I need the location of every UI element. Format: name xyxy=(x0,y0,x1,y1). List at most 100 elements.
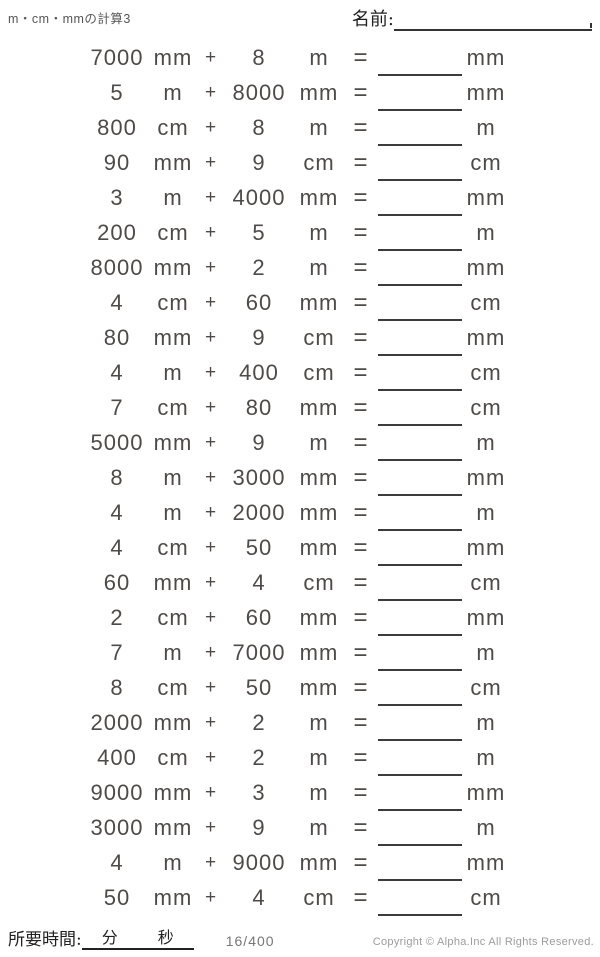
equals-sign: = xyxy=(353,253,369,281)
answer-blank[interactable] xyxy=(378,682,462,706)
first-value: 2000 xyxy=(90,709,144,735)
answer-blank[interactable] xyxy=(378,157,462,181)
second-unit: cm xyxy=(303,569,335,595)
time-input-line[interactable]: 分 秒 xyxy=(81,928,194,950)
first-value: 50 xyxy=(103,884,131,910)
first-unit: m xyxy=(163,184,183,210)
answer-unit: mm xyxy=(466,464,506,490)
equals-sign: = xyxy=(353,428,369,456)
answer-blank[interactable] xyxy=(378,612,462,636)
answer-blank[interactable] xyxy=(378,822,462,846)
second-value: 9 xyxy=(252,324,266,350)
first-value: 7 xyxy=(110,394,124,420)
plus-sign: + xyxy=(204,641,218,663)
equals-sign: = xyxy=(353,148,369,176)
first-value: 4 xyxy=(110,849,124,875)
equals-sign: = xyxy=(353,393,369,421)
answer-blank[interactable] xyxy=(378,857,462,881)
answer-blank[interactable] xyxy=(378,192,462,216)
plus-sign: + xyxy=(204,676,218,698)
answer-unit: m xyxy=(476,814,496,840)
answer-blank[interactable] xyxy=(378,367,462,391)
problem-row: 90 mm + 9 cm = cm xyxy=(0,145,600,181)
plus-sign: + xyxy=(204,571,218,593)
plus-sign: + xyxy=(204,886,218,908)
first-unit: cm xyxy=(157,114,189,140)
second-value: 8 xyxy=(252,44,266,70)
answer-blank[interactable] xyxy=(378,472,462,496)
second-unit: m xyxy=(309,254,329,280)
plus-sign: + xyxy=(204,606,218,628)
answer-blank[interactable] xyxy=(378,52,462,76)
first-unit: mm xyxy=(153,814,193,840)
first-value: 8 xyxy=(110,674,124,700)
plus-sign: + xyxy=(204,151,218,173)
second-value: 50 xyxy=(245,674,273,700)
time-label: 所要時間: xyxy=(8,930,82,950)
answer-blank[interactable] xyxy=(378,892,462,916)
answer-unit: mm xyxy=(466,254,506,280)
first-value: 400 xyxy=(97,744,137,770)
answer-blank[interactable] xyxy=(378,262,462,286)
second-value: 3 xyxy=(252,779,266,805)
answer-blank[interactable] xyxy=(378,402,462,426)
second-value: 9000 xyxy=(232,849,286,875)
problem-row: 4 cm + 50 mm = mm xyxy=(0,530,600,566)
equals-sign: = xyxy=(353,778,369,806)
first-unit: cm xyxy=(157,289,189,315)
answer-blank[interactable] xyxy=(378,787,462,811)
answer-unit: mm xyxy=(466,604,506,630)
name-input-line[interactable] xyxy=(394,7,592,31)
first-value: 4 xyxy=(110,289,124,315)
answer-blank[interactable] xyxy=(378,332,462,356)
problem-row: 80 mm + 9 cm = mm xyxy=(0,320,600,356)
answer-blank[interactable] xyxy=(378,297,462,321)
answer-blank[interactable] xyxy=(378,87,462,111)
answer-unit: mm xyxy=(466,534,506,560)
problem-row: 2000 mm + 2 m = m xyxy=(0,705,600,741)
first-unit: mm xyxy=(153,884,193,910)
answer-blank[interactable] xyxy=(378,227,462,251)
answer-blank[interactable] xyxy=(378,577,462,601)
first-unit: mm xyxy=(153,709,193,735)
first-value: 8 xyxy=(110,464,124,490)
problem-row: 8 cm + 50 mm = cm xyxy=(0,670,600,706)
equals-sign: = xyxy=(353,533,369,561)
second-unit: mm xyxy=(299,639,339,665)
plus-sign: + xyxy=(204,186,218,208)
first-value: 7000 xyxy=(90,44,144,70)
problem-row: 4 cm + 60 mm = cm xyxy=(0,285,600,321)
first-unit: mm xyxy=(153,149,193,175)
answer-blank[interactable] xyxy=(378,752,462,776)
first-value: 200 xyxy=(97,219,137,245)
second-value: 50 xyxy=(245,534,273,560)
answer-blank[interactable] xyxy=(378,542,462,566)
answer-unit: mm xyxy=(466,184,506,210)
answer-blank[interactable] xyxy=(378,717,462,741)
equals-sign: = xyxy=(353,603,369,631)
first-value: 90 xyxy=(103,149,131,175)
answer-unit: cm xyxy=(470,394,502,420)
problem-row: 4 m + 9000 mm = mm xyxy=(0,845,600,881)
first-unit: cm xyxy=(157,219,189,245)
problem-row: 800 cm + 8 m = m xyxy=(0,110,600,146)
second-unit: mm xyxy=(299,464,339,490)
first-value: 5 xyxy=(110,79,124,105)
second-unit: mm xyxy=(299,849,339,875)
answer-blank[interactable] xyxy=(378,647,462,671)
second-unit: m xyxy=(309,779,329,805)
answer-blank[interactable] xyxy=(378,437,462,461)
problem-row: 200 cm + 5 m = m xyxy=(0,215,600,251)
first-unit: mm xyxy=(153,429,193,455)
answer-blank[interactable] xyxy=(378,507,462,531)
equals-sign: = xyxy=(353,848,369,876)
first-unit: m xyxy=(163,79,183,105)
answer-blank[interactable] xyxy=(378,122,462,146)
plus-sign: + xyxy=(204,221,218,243)
first-unit: cm xyxy=(157,394,189,420)
second-value: 400 xyxy=(239,359,279,385)
answer-unit: m xyxy=(476,219,496,245)
equals-sign: = xyxy=(353,463,369,491)
problem-row: 5 m + 8000 mm = mm xyxy=(0,75,600,111)
